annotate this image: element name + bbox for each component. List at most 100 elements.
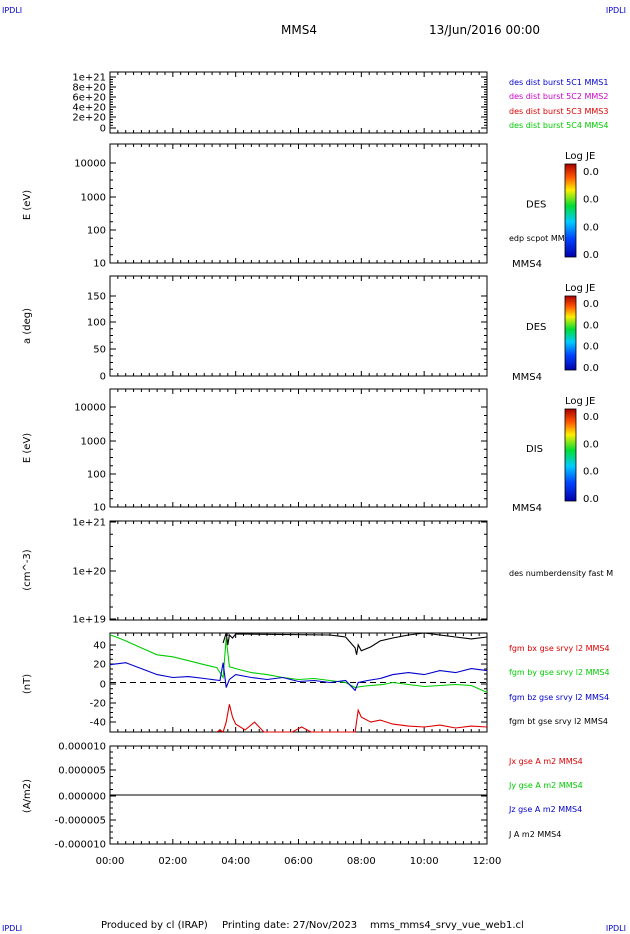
corner-label-top-right: IPDLI (605, 6, 626, 15)
y-tick-label: 0 (100, 372, 106, 383)
colorbar (564, 295, 577, 371)
colorbar-tick-label: 0.0 (583, 439, 599, 450)
legend-entry: fgm by gse srvy l2 MMS4 (509, 668, 610, 677)
colorbar-tick-label: 0.0 (583, 222, 599, 233)
y-tick-label: 0.000000 (58, 792, 106, 803)
corner-label-bottom-left: IPDLI (2, 924, 23, 933)
corner-label-bottom-right: IPDLI (605, 924, 626, 933)
y-tick-label: 1e+19 (72, 615, 106, 626)
colorbar-title: Log JE (565, 151, 595, 162)
legend-entry: Jz gse A m2 MMS4 (508, 805, 582, 814)
spacecraft-label: MMS4 (512, 372, 542, 383)
y-tick-label: 1000 (81, 437, 106, 448)
y-tick-label: 100 (87, 318, 106, 329)
spacecraft-label: MMS4 (512, 259, 542, 270)
y-tick-label: 1e+21 (72, 73, 106, 84)
y-tick-label: 100 (87, 226, 106, 237)
panel-frame-des-pitch (109, 275, 488, 377)
x-tick-label: 02:00 (158, 856, 187, 867)
y-tick-label: -0.000010 (55, 840, 106, 851)
series-line (222, 632, 488, 655)
colorbar-tick-label: 0.0 (583, 494, 599, 505)
colorbar-title: Log JE (565, 396, 595, 407)
x-tick-label: 04:00 (221, 856, 250, 867)
footer-file: mms_mms4_srvy_vue_web1.cl (370, 920, 524, 931)
side-label-DES: DES (526, 200, 546, 211)
y-tick-label: 10000 (74, 403, 106, 414)
footer-printing-date: Printing date: 27/Nov/2023 (222, 920, 358, 931)
legend-entry: Jx gse A m2 MMS4 (508, 757, 583, 766)
side-label-DIS: DIS (526, 444, 543, 455)
spacecraft-title: MMS4 (281, 23, 317, 37)
y-axis-label: (A/m2) (22, 779, 33, 813)
x-tick-label: 06:00 (284, 856, 313, 867)
series-line (109, 634, 488, 693)
side-label-DES: DES (526, 322, 546, 333)
y-tick-label: 8e+20 (72, 83, 106, 94)
legend-entry: J A m2 MMS4 (508, 830, 561, 839)
y-tick-label: 0.000010 (58, 742, 106, 753)
y-tick-label: -40 (90, 718, 106, 729)
colorbar-tick-label: 0.0 (583, 363, 599, 374)
x-tick-label: 00:00 (96, 856, 125, 867)
colorbar-tick-label: 0.0 (583, 320, 599, 331)
y-tick-label: 10000 (74, 159, 106, 170)
x-tick-label: 08:00 (347, 856, 376, 867)
footer-produced-by: Produced by cl (IRAP) (101, 920, 208, 931)
panel-frame-dis-energy (109, 388, 488, 508)
colorbar-tick-label: 0.0 (583, 412, 599, 423)
legend-entry: des dist burst 5C3 MMS3 (509, 107, 608, 116)
y-tick-label: 150 (87, 292, 106, 303)
y-axis-label: a (deg) (22, 308, 33, 344)
y-tick-label: 4e+20 (72, 103, 106, 114)
y-tick-label: 0 (100, 124, 106, 135)
colorbar-tick-label: 0.0 (583, 250, 599, 261)
colorbar-tick-label: 0.0 (583, 195, 599, 206)
y-tick-label: 0.000005 (58, 766, 106, 777)
y-tick-label: 40 (93, 641, 106, 652)
date-title: 13/Jun/2016 00:00 (429, 23, 541, 37)
y-tick-label: 2e+20 (72, 113, 106, 124)
series-line (109, 662, 488, 692)
legend-entry: Jy gse A m2 MMS4 (508, 781, 583, 790)
legend-entry: fgm bt gse srvy l2 MMS4 (509, 717, 608, 726)
corner-label-top-left: IPDLI (2, 6, 23, 15)
legend-entry: des dist burst 5C2 MMS2 (509, 92, 608, 101)
colorbar (564, 163, 577, 258)
x-tick-label: 12:00 (473, 856, 502, 867)
series-line (216, 704, 488, 733)
legend-entry: des dist burst 5C4 MMS4 (509, 121, 608, 130)
panel-frame-des-density (109, 520, 488, 621)
colorbar-title: Log JE (565, 283, 595, 294)
y-tick-label: 6e+20 (72, 93, 106, 104)
colorbar (564, 408, 577, 502)
panel-frame-des-energy (109, 143, 488, 264)
y-axis-label: (nT) (22, 674, 33, 694)
y-axis-label: E (eV) (22, 433, 33, 463)
x-tick-label: 10:00 (410, 856, 439, 867)
y-tick-label: 10 (93, 503, 106, 514)
y-tick-label: 100 (87, 470, 106, 481)
colorbar-tick-label: 0.0 (583, 342, 599, 353)
y-axis-label: (cm^-3) (22, 549, 33, 590)
y-tick-label: 1000 (81, 193, 106, 204)
y-tick-label: 0 (100, 680, 106, 691)
legend-entry: fgm bz gse srvy l2 MMS4 (509, 693, 609, 702)
legend-entry: des numberdensity fast M (509, 569, 613, 578)
colorbar-tick-label: 0.0 (583, 299, 599, 310)
y-tick-label: 1e+21 (72, 518, 106, 529)
y-axis-label: E (eV) (22, 190, 33, 220)
y-tick-label: 10 (93, 259, 106, 270)
colorbar-tick-label: 0.0 (583, 467, 599, 478)
series-label: edp scpot MMS4 (509, 234, 575, 243)
y-tick-label: 20 (93, 660, 106, 671)
legend-entry: fgm bx gse srvy l2 MMS4 (509, 644, 610, 653)
y-tick-label: 50 (93, 345, 106, 356)
panel-frame-des-dist-burst (109, 71, 488, 134)
legend-entry: des dist burst 5C1 MMS1 (509, 78, 608, 87)
colorbar-tick-label: 0.0 (583, 167, 599, 178)
y-tick-label: -0.000005 (55, 816, 106, 827)
y-tick-label: -20 (90, 699, 106, 710)
y-tick-label: 1e+20 (72, 567, 106, 578)
